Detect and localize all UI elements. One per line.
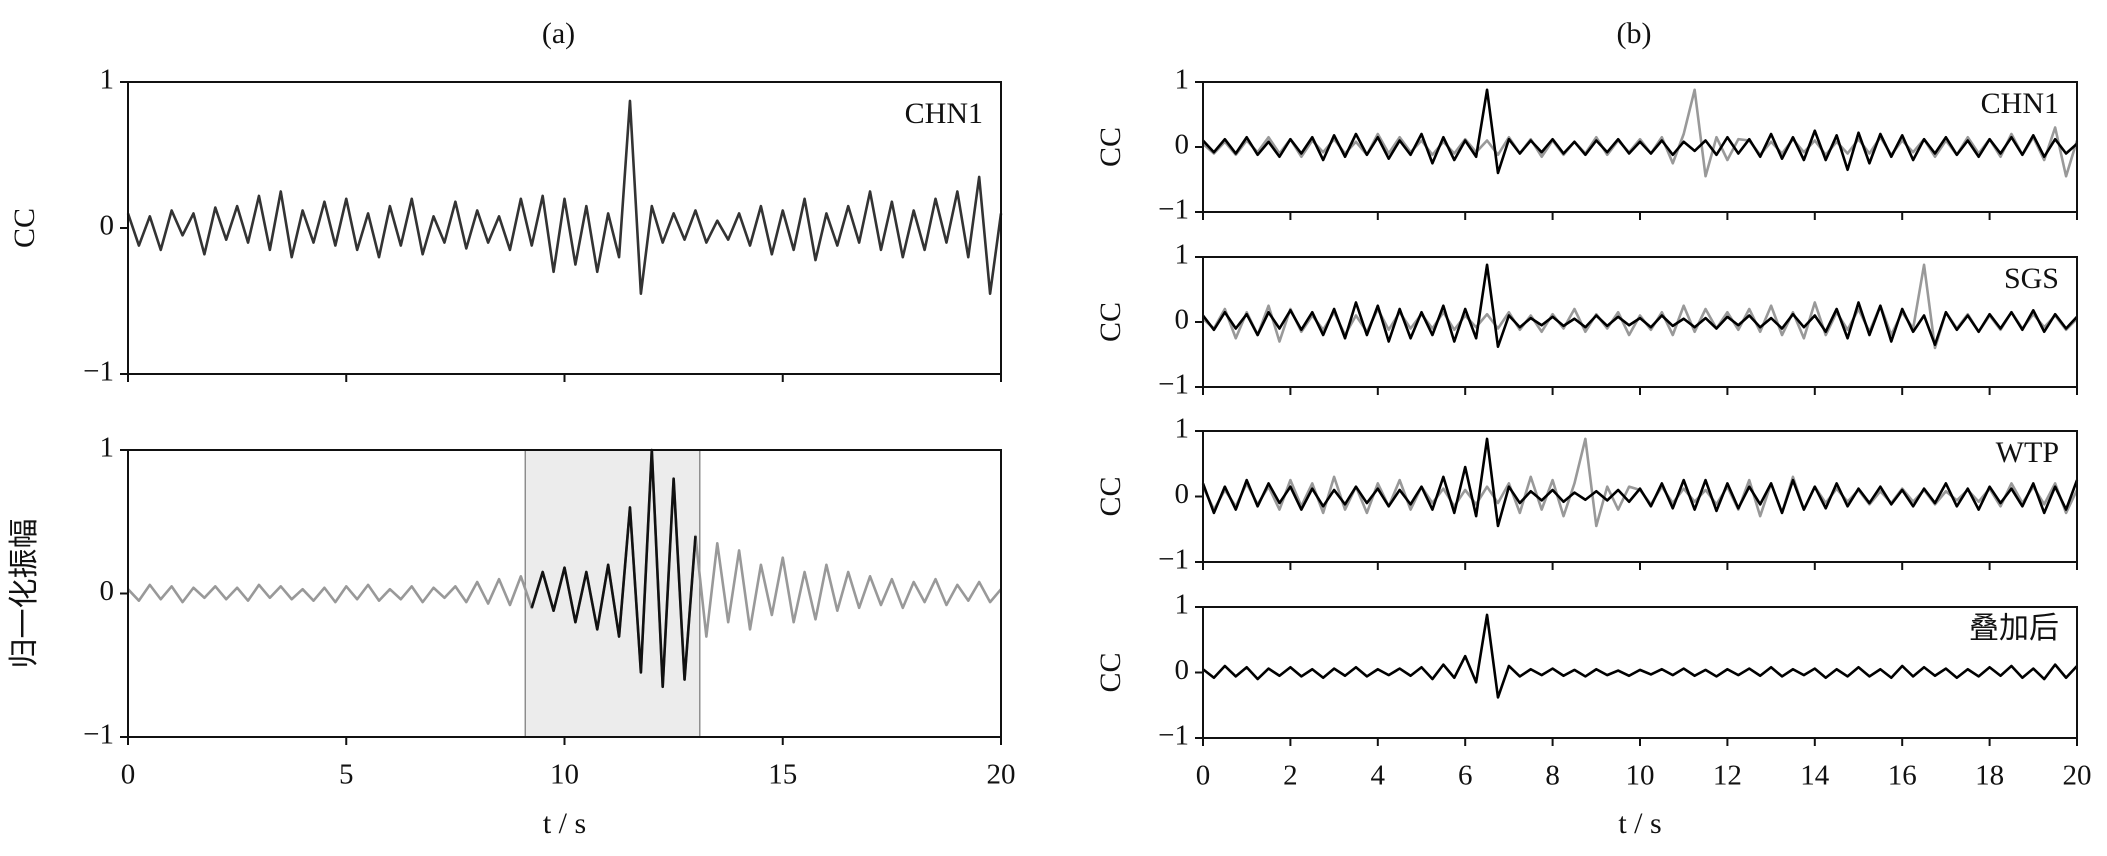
station-label: CHN1 — [905, 97, 983, 130]
y-tick-label: 1 — [1175, 413, 1190, 445]
y-axis-label: CC — [1094, 127, 1127, 167]
plot-frame — [1202, 81, 2078, 213]
x-tick-label: 8 — [1545, 760, 1560, 792]
y-tick-label: 0 — [1175, 654, 1190, 686]
x-tick-label: 14 — [1800, 760, 1830, 792]
y-tick-label: 0 — [100, 575, 115, 607]
y-tick-label: 1 — [1175, 239, 1190, 271]
y-axis-label: CC — [1094, 302, 1127, 342]
waveform — [1201, 263, 2078, 348]
waveform — [1202, 88, 2078, 175]
x-axis-label: t / s — [1618, 807, 1661, 840]
x-tick-label: 10 — [1626, 760, 1655, 792]
plot-frame — [127, 449, 1002, 738]
y-tick-label: 0 — [1175, 304, 1190, 336]
x-tick-label: 2 — [1283, 760, 1298, 792]
y-axis-label: 归一化振幅 — [8, 519, 41, 669]
y-tick-label: −1 — [1158, 720, 1189, 752]
y-tick-label: −1 — [1158, 369, 1189, 401]
y-tick-label: 1 — [100, 432, 115, 464]
y-tick-label: −1 — [1158, 544, 1189, 576]
plot-frame — [127, 81, 1002, 375]
y-tick-label: 0 — [1175, 478, 1190, 510]
x-tick-label: 0 — [1196, 760, 1211, 792]
y-axis-label: CC — [1094, 476, 1127, 516]
y-tick-label: 1 — [1175, 64, 1190, 96]
x-tick-label: 20 — [2063, 760, 2092, 792]
x-tick-label: 5 — [339, 759, 354, 791]
y-tick-label: 0 — [100, 210, 115, 242]
x-tick-label: 12 — [1713, 760, 1742, 792]
x-tick-label: 0 — [121, 759, 136, 791]
station-label: WTP — [1996, 436, 2059, 469]
panel-title: (b) — [1617, 17, 1652, 50]
waveform — [1201, 437, 2079, 528]
plot-frame — [1202, 606, 2078, 739]
waveform — [1202, 613, 2078, 699]
x-tick-label: 18 — [1975, 760, 2004, 792]
waveform — [530, 448, 697, 689]
y-tick-label: 1 — [1175, 589, 1190, 621]
x-tick-label: 20 — [987, 759, 1016, 791]
waveform — [1202, 88, 2079, 178]
y-tick-label: 1 — [100, 64, 115, 96]
station-label: SGS — [2004, 262, 2059, 295]
x-axis-label: t / s — [543, 807, 586, 840]
waveform — [126, 99, 1003, 295]
station-label: CHN1 — [1981, 87, 2059, 120]
x-tick-label: 6 — [1458, 760, 1473, 792]
station-label: 叠加后 — [1969, 612, 2059, 645]
y-tick-label: 0 — [1175, 129, 1190, 161]
plot-frame — [1202, 256, 2078, 388]
x-tick-label: 15 — [768, 759, 797, 791]
panel-title: (a) — [542, 17, 575, 50]
y-tick-label: −1 — [83, 719, 114, 751]
waveform — [1202, 263, 2078, 350]
x-tick-label: 10 — [550, 759, 579, 791]
y-tick-label: −1 — [83, 356, 114, 388]
x-tick-label: 4 — [1371, 760, 1386, 792]
y-axis-label: CC — [1094, 652, 1127, 692]
x-tick-label: 16 — [1888, 760, 1917, 792]
plot-frame — [1202, 430, 2078, 563]
y-axis-label: CC — [8, 208, 41, 248]
y-tick-label: −1 — [1158, 194, 1189, 226]
